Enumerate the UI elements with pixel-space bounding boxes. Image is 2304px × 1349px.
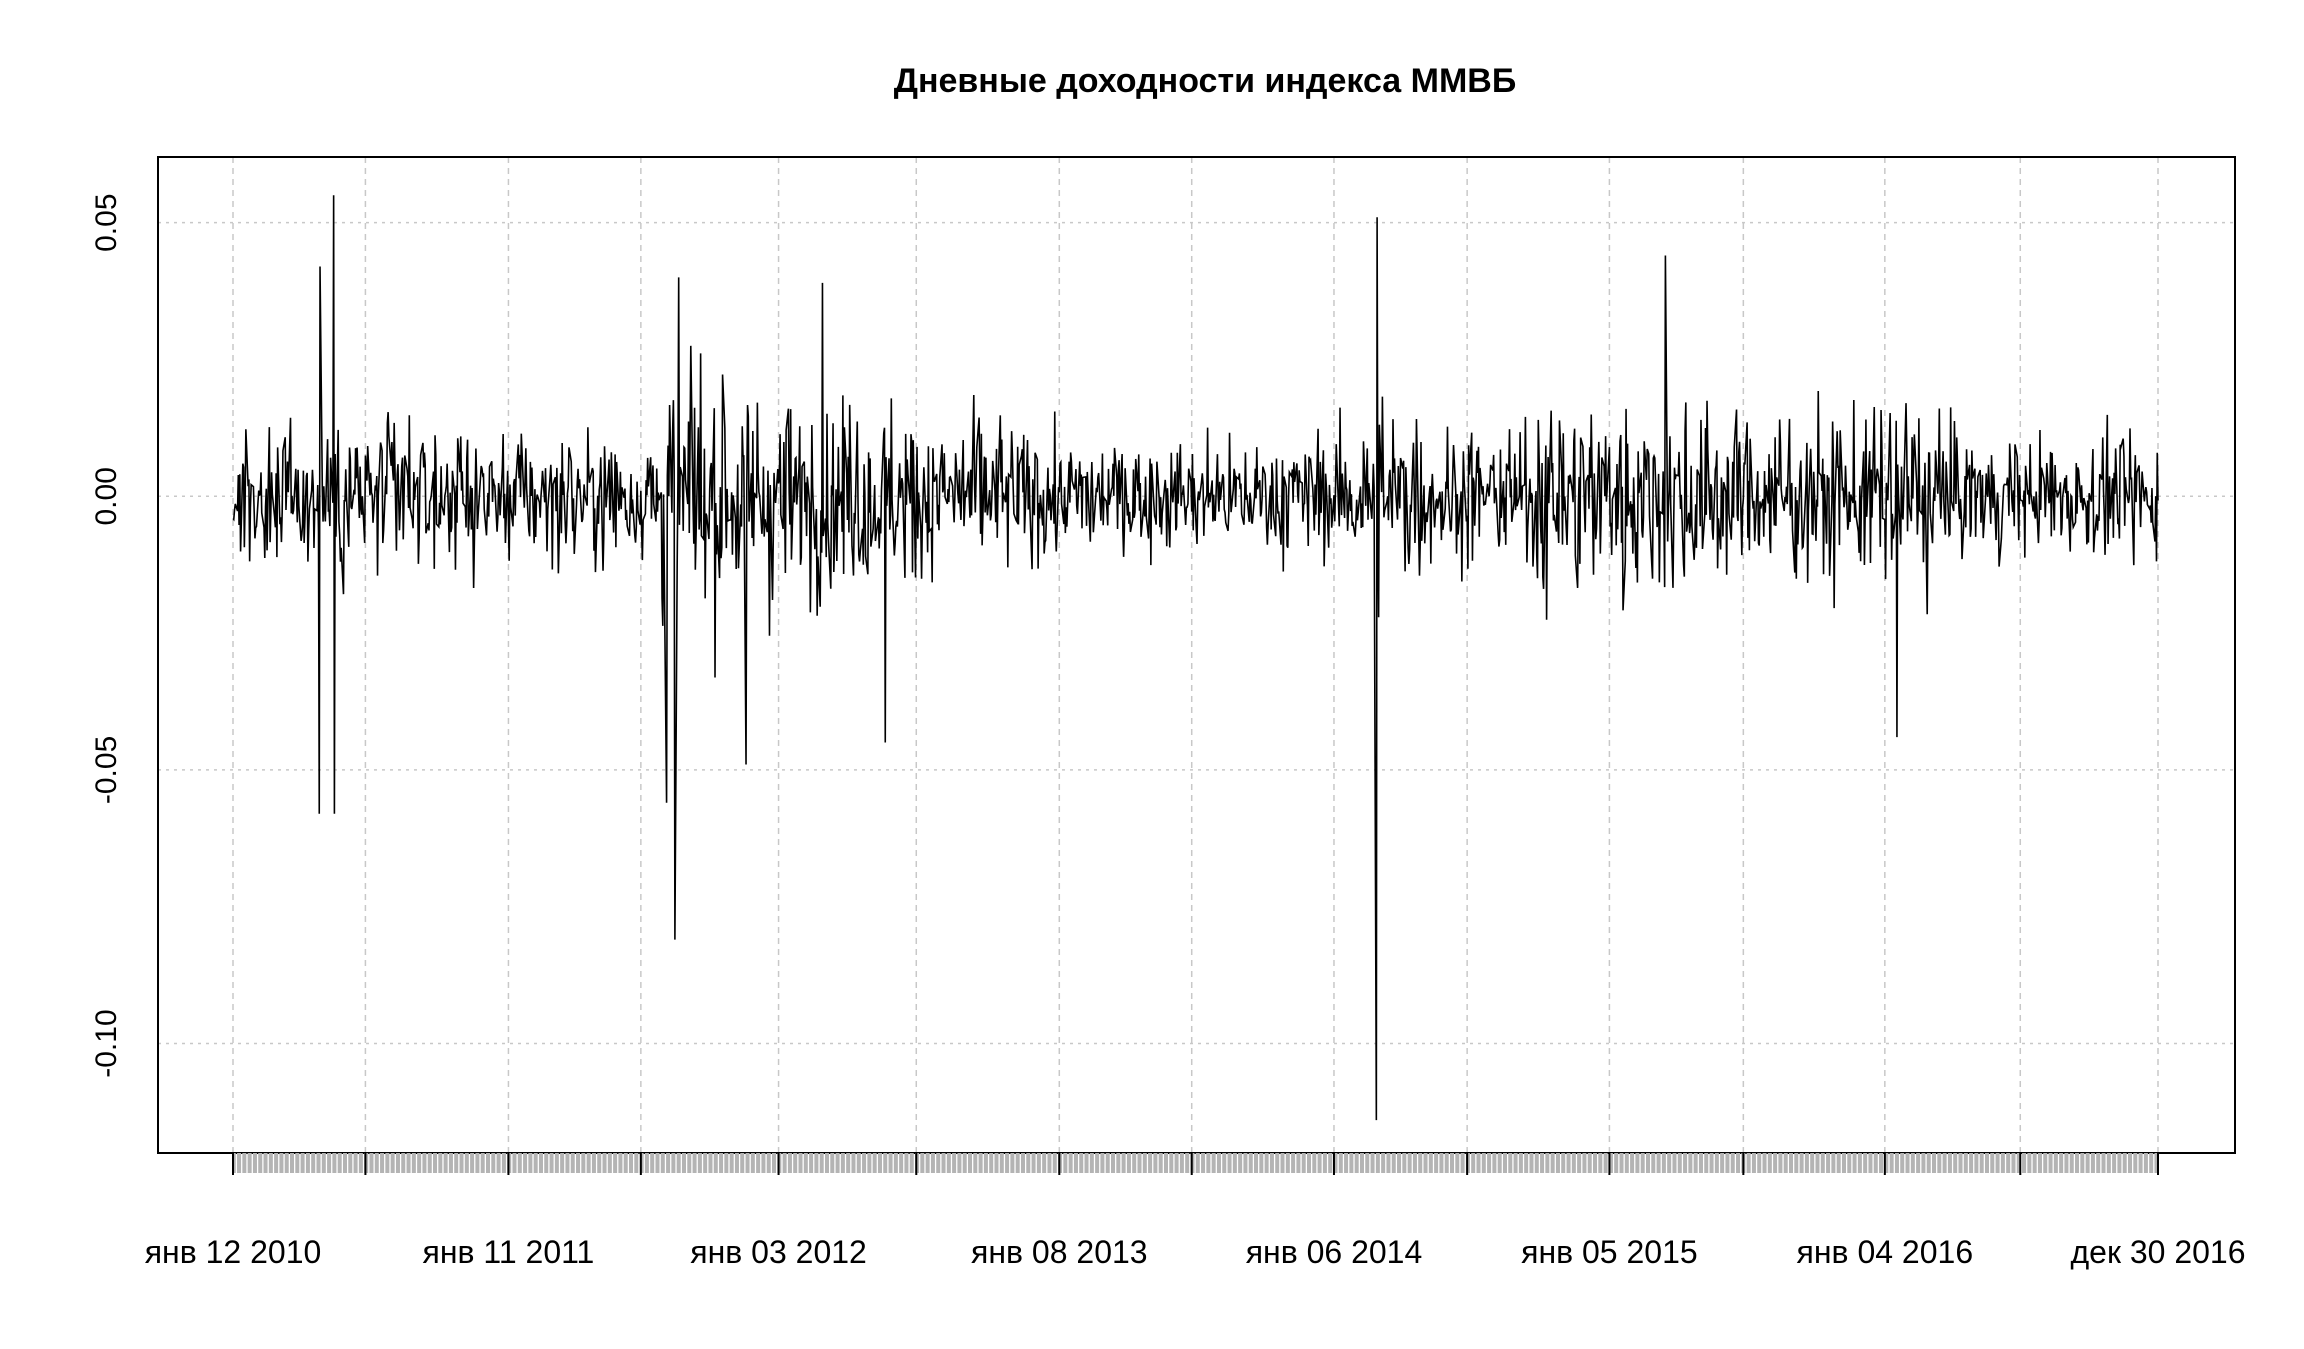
x-tick-label: янв 12 2010: [145, 1234, 322, 1270]
y-tick-label: -0.05: [90, 736, 123, 804]
x-tick-label: янв 04 2016: [1797, 1234, 1974, 1270]
x-tick-label: янв 05 2015: [1521, 1234, 1698, 1270]
x-tick-label: янв 11 2011: [423, 1234, 595, 1270]
chart-title: Дневные доходности индекса ММВБ: [894, 62, 1517, 100]
y-axis: 0.05 0.00 -0.05 -0.10: [90, 193, 123, 1077]
date-rug: [232, 1153, 2159, 1175]
x-tick-label: дек 30 2016: [2070, 1234, 2245, 1270]
y-tick-label: -0.10: [90, 1009, 123, 1077]
plot-frame: [157, 156, 2236, 1154]
y-tick-label: 0.05: [90, 193, 123, 251]
x-tick-label: янв 06 2014: [1246, 1234, 1423, 1270]
grid: [158, 157, 2235, 1153]
x-axis-ticks: [232, 1153, 2159, 1175]
x-axis: янв 12 2010 янв 11 2011 янв 03 2012 янв 08 …: [145, 1234, 2246, 1270]
rug-ticks: [232, 1153, 2159, 1173]
series-layer: [232, 195, 2159, 1121]
x-tick-label: янв 03 2012: [690, 1234, 867, 1270]
series-line: [232, 195, 2159, 1121]
y-tick-label: 0.00: [90, 467, 123, 525]
x-tick-label: янв 08 2013: [971, 1234, 1148, 1270]
